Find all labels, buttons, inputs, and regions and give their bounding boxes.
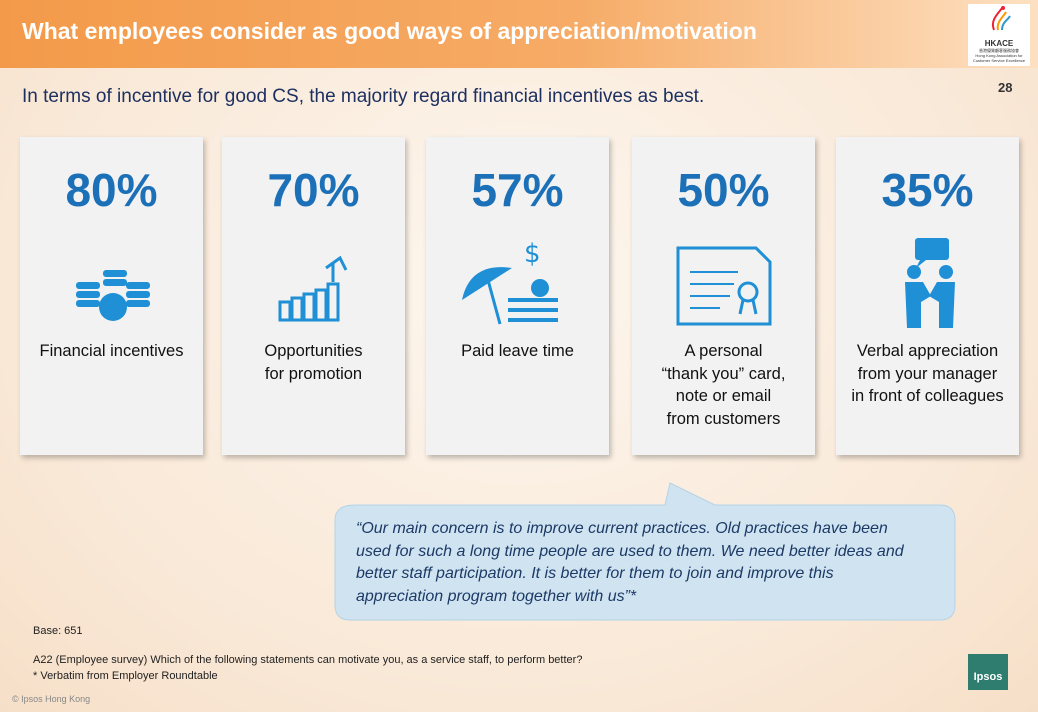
- card-label-line: note or email: [675, 387, 772, 405]
- card-label: Financial incentives: [20, 340, 203, 363]
- logo-line: Customer Service Excellence: [972, 58, 1026, 63]
- card-label-line: Verbal appreciation: [856, 342, 999, 360]
- quote: “Our main concern is to improve current …: [356, 518, 904, 608]
- footnote: A22 (Employee survey) Which of the follo…: [33, 654, 583, 666]
- card-label: Opportunities for promotion: [222, 340, 405, 385]
- card-label-line: in front of colleagues: [851, 387, 1004, 405]
- card-label-line: A personal: [684, 342, 763, 360]
- card: 57% Paid leave time: [426, 137, 609, 455]
- copyright: © Ipsos Hong Kong: [12, 694, 91, 704]
- card-label: A personal “thank you” card, note or email…: [632, 340, 815, 430]
- logo: HKACE 香港優質顧客服務協會 Hong Kong Association f…: [968, 4, 1030, 66]
- slide-title: What employees consider as good ways of …: [22, 18, 757, 44]
- footnote: * Verbatim from Employer Roundtable: [33, 670, 218, 682]
- logo-mark: [992, 6, 1011, 31]
- card-percent: 80%: [65, 164, 158, 216]
- card-label: Paid leave time: [426, 340, 609, 363]
- speech-bubble: [334, 482, 956, 621]
- quote-line: better staff participation. It is better…: [356, 565, 834, 582]
- logo-name: HKACE: [984, 39, 1014, 48]
- card-percent: 57%: [471, 164, 564, 216]
- card-label-line: Opportunities: [264, 342, 363, 360]
- quote-line: “Our main concern is to improve current …: [356, 520, 888, 537]
- page-number: 28: [998, 80, 1013, 95]
- logo-line: 香港優質顧客服務協會: [979, 48, 1019, 53]
- card: 35% Verbal appreciation from your manager i…: [836, 137, 1019, 455]
- card: 50% A personal “thank you” card, note or em…: [632, 137, 815, 455]
- quote-line: appreciation program together with us”*: [356, 587, 637, 605]
- card-label-line: Paid leave time: [461, 342, 574, 360]
- quote-line: used for such a long time people are use…: [356, 542, 904, 560]
- subtitle: In terms of incentive for good CS, the m…: [22, 86, 705, 107]
- card: 80% Financial incentives: [20, 137, 203, 455]
- card-label-line: from customers: [666, 409, 781, 428]
- card-label-line: “thank you” card,: [661, 364, 786, 383]
- card-label-line: from your manager: [857, 364, 998, 383]
- card-label: Verbal appreciation from your manager in f…: [836, 340, 1019, 408]
- card-percent: 50%: [677, 164, 770, 216]
- base-note: Base: 651: [33, 625, 83, 637]
- card-label-line: for promotion: [264, 364, 363, 383]
- header-bar: [0, 0, 1038, 68]
- brand-logo: Ipsos: [968, 654, 1008, 690]
- card-label-line: Financial incentives: [39, 342, 184, 360]
- card: 70% Opportunities for promotion: [222, 137, 405, 455]
- card-percent: 70%: [267, 164, 360, 216]
- card-percent: 35%: [881, 164, 974, 216]
- logo-line: Hong Kong Association for: [975, 53, 1023, 58]
